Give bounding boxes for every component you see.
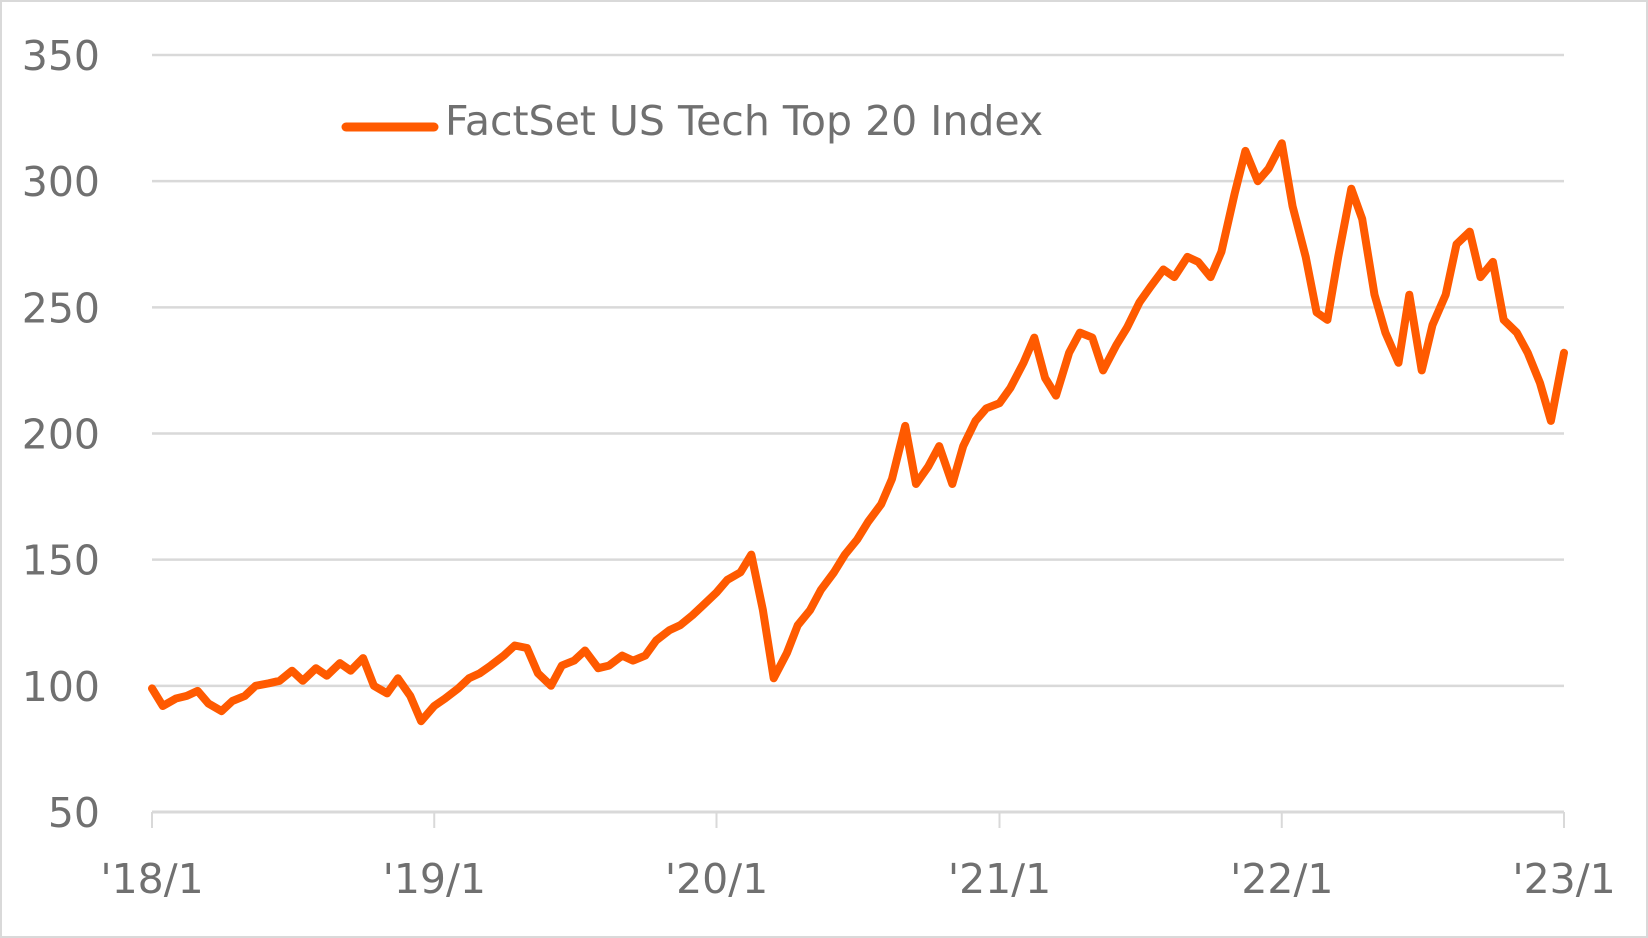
y-tick-label: 100 bbox=[22, 663, 100, 711]
x-tick-label: '22/1 bbox=[1230, 855, 1333, 903]
series-line bbox=[148, 139, 1568, 726]
x-tick-label: '19/1 bbox=[383, 855, 486, 903]
y-tick-label: 50 bbox=[48, 789, 100, 837]
series-layer bbox=[148, 139, 1568, 726]
y-tick-label: 200 bbox=[22, 411, 100, 459]
y-axis: 50 100 150 200 250 300 350 bbox=[22, 32, 100, 837]
y-tick-label: 300 bbox=[22, 158, 100, 206]
y-tick-label: 350 bbox=[22, 32, 100, 80]
x-tick-label: '20/1 bbox=[665, 855, 768, 903]
legend-label: FactSet US Tech Top 20 Index bbox=[445, 97, 1043, 145]
y-tick-label: 250 bbox=[22, 284, 100, 332]
x-axis: '18/1 '19/1 '20/1 '21/1 '22/1 '23/1 bbox=[100, 812, 1616, 903]
y-tick-label: 150 bbox=[22, 537, 100, 585]
x-tick-label: '21/1 bbox=[948, 855, 1051, 903]
gridlines bbox=[152, 53, 1564, 814]
legend: FactSet US Tech Top 20 Index bbox=[341, 97, 1043, 145]
x-tick-label: '18/1 bbox=[100, 855, 203, 903]
x-tick-label: '23/1 bbox=[1512, 855, 1615, 903]
